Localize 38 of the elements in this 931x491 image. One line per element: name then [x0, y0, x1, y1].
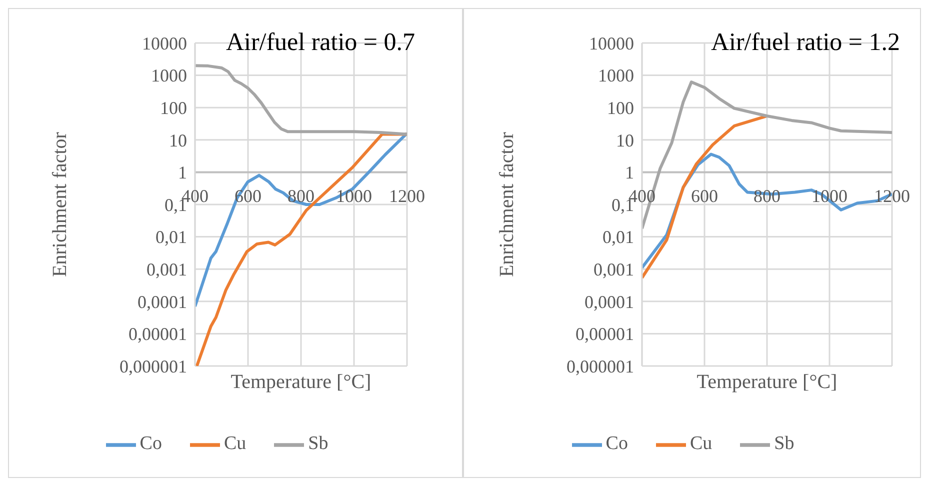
x-tick-label: 1200: [874, 186, 910, 206]
y-tick-label: 0,00001: [576, 324, 634, 344]
y-tick-label: 10: [616, 130, 634, 150]
y-tick-label: 1: [178, 162, 187, 183]
chart-title: Air/fuel ratio = 0.7: [226, 29, 415, 57]
x-axis-title: Temperature [°C]: [696, 371, 838, 394]
legend-label: Cu: [690, 433, 712, 454]
y-tick-label: 1000: [598, 66, 634, 86]
y-tick-label: 0,0001: [584, 292, 634, 312]
line-series: [195, 64, 407, 136]
y-tick-label: 0,000001: [566, 356, 634, 376]
y-tick-label: 0,01: [602, 227, 634, 248]
y-tick-label: 10: [169, 130, 187, 150]
y-tick-label: 0,01: [156, 227, 187, 248]
legend-label: Co: [606, 433, 628, 454]
x-axis-title: Temperature [°C]: [230, 371, 372, 394]
x-tick-label: 1000: [336, 186, 372, 206]
y-axis-title: Enrichment factor: [49, 132, 72, 277]
x-tick-label: 1200: [389, 186, 425, 206]
y-tick-label: 0,000001: [120, 356, 187, 376]
legend-label: Cu: [224, 433, 246, 454]
y-tick-label: 10000: [589, 33, 634, 54]
legend-label: Sb: [308, 433, 328, 454]
y-tick-label: 0,00001: [128, 324, 187, 344]
legend-label: Sb: [774, 433, 794, 454]
y-tick-label: 10000: [142, 33, 187, 54]
y-tick-label: 0,0001: [138, 292, 187, 312]
y-tick-label: 0,001: [594, 259, 634, 280]
x-tick-label: 600: [691, 186, 718, 206]
y-tick-label: 1: [625, 162, 634, 183]
y-tick-label: 100: [607, 98, 634, 118]
x-tick-label: 800: [288, 186, 314, 206]
y-tick-label: 1000: [151, 66, 187, 86]
y-tick-label: 100: [160, 98, 187, 118]
chart-title: Air/fuel ratio = 1.2: [710, 29, 900, 57]
legend-label: Co: [140, 433, 162, 454]
y-axis-title: Enrichment factor: [496, 132, 518, 277]
y-tick-label: 0,001: [146, 259, 187, 280]
